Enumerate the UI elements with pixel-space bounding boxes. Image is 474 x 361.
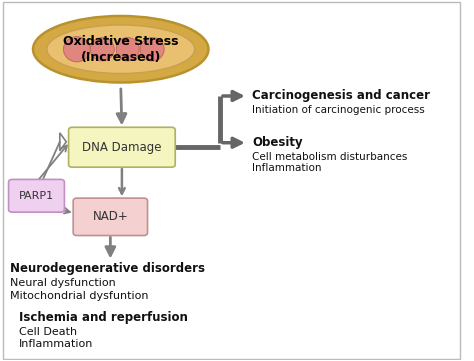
Text: Initiation of carcinogenic process: Initiation of carcinogenic process xyxy=(252,105,425,116)
FancyBboxPatch shape xyxy=(9,179,64,212)
Text: DNA Damage: DNA Damage xyxy=(82,141,162,154)
Text: Neurodegenerative disorders: Neurodegenerative disorders xyxy=(10,262,205,275)
Text: Carcinogenesis and cancer: Carcinogenesis and cancer xyxy=(252,90,430,103)
FancyBboxPatch shape xyxy=(73,198,147,235)
Text: Inflammation: Inflammation xyxy=(19,339,93,349)
Text: Ischemia and reperfusion: Ischemia and reperfusion xyxy=(19,311,188,324)
Text: NAD+: NAD+ xyxy=(92,210,128,223)
Ellipse shape xyxy=(140,38,164,61)
Text: PARP1: PARP1 xyxy=(19,191,54,201)
Text: Neural dysfunction: Neural dysfunction xyxy=(10,278,116,288)
Text: Cell Death: Cell Death xyxy=(19,327,77,336)
Text: Inflammation: Inflammation xyxy=(252,163,322,173)
Ellipse shape xyxy=(33,16,209,83)
Text: Mitochondrial dysfuntion: Mitochondrial dysfuntion xyxy=(10,291,148,301)
Text: Obesity: Obesity xyxy=(252,136,303,149)
Ellipse shape xyxy=(90,38,114,61)
Ellipse shape xyxy=(47,25,195,74)
Text: Cell metabolism disturbances: Cell metabolism disturbances xyxy=(252,152,408,162)
Text: Oxidative Stress
(Increased): Oxidative Stress (Increased) xyxy=(63,35,179,64)
FancyBboxPatch shape xyxy=(69,127,175,167)
Ellipse shape xyxy=(64,37,90,62)
Ellipse shape xyxy=(116,38,139,61)
